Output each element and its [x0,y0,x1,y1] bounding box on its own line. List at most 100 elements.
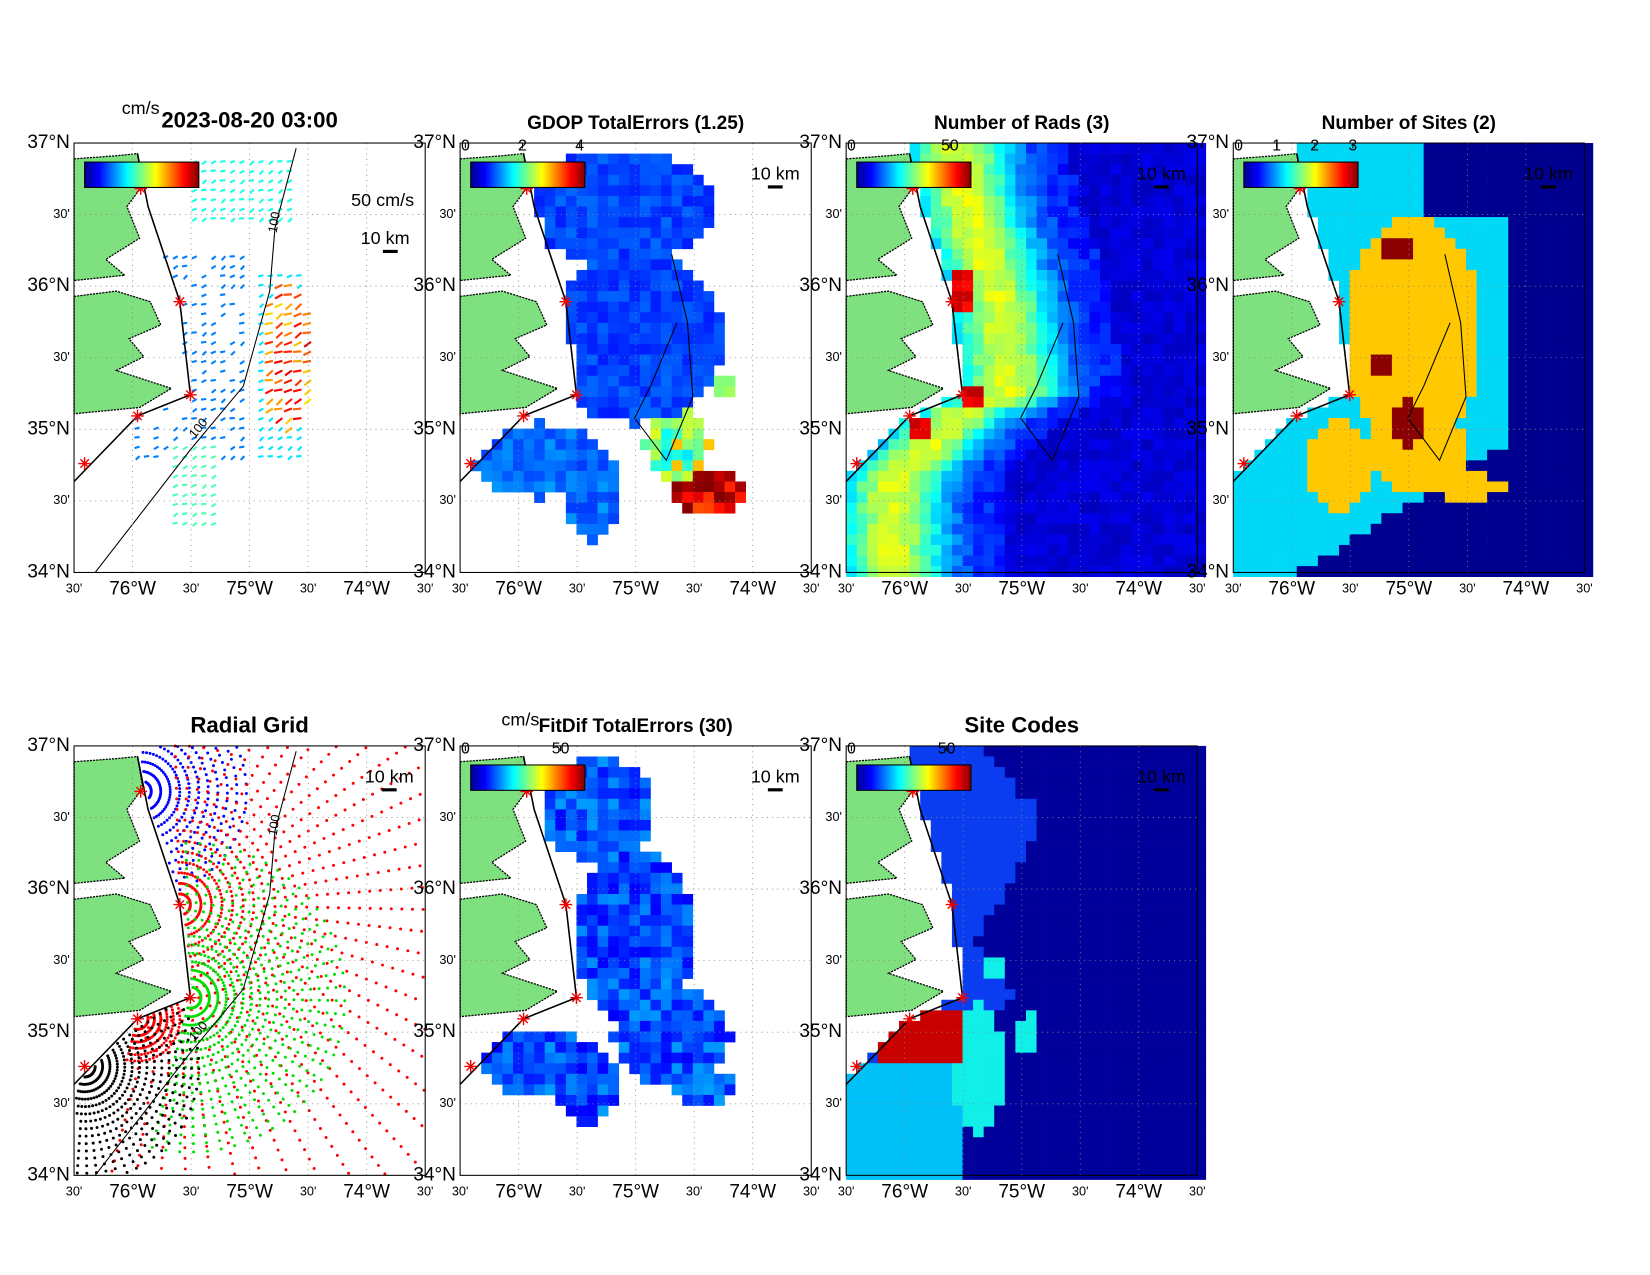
field-cell [1402,566,1414,577]
field-cell [1339,481,1350,493]
field-cell [1254,502,1266,514]
radial-grid-point [357,922,361,926]
field-cell [1068,544,1080,556]
radial-grid-point [209,895,213,899]
field-cell [1174,523,1185,535]
radial-grid-point [202,882,206,886]
field-cell [1307,195,1319,207]
field-cell [1465,238,1477,250]
radial-grid-point [204,1046,208,1050]
current-vector [200,474,207,478]
radial-grid-point [230,894,234,898]
field-cell [1025,238,1037,250]
radial-grid-point [217,1040,220,1044]
field-cell [1174,407,1185,419]
field-cell [1381,470,1393,482]
field-cell [1328,555,1340,567]
field-cell [994,269,1006,281]
field-cell [846,544,858,556]
field-cell [1036,238,1048,250]
field-cell [1518,185,1530,197]
field-cell [973,386,984,398]
field-cell [608,174,620,186]
field-cell [1163,555,1175,567]
field-cell [544,428,556,440]
field-cell [994,354,1006,366]
field-cell [1068,259,1080,271]
radial-grid-point [212,835,216,839]
current-vector [172,255,179,260]
field-cell [1036,164,1048,176]
radial-grid-point [229,970,233,974]
radial-grid-point [202,1116,206,1119]
current-vector [277,159,283,163]
radial-grid-point [204,893,208,897]
field-cell [692,386,704,398]
field-cell [1423,217,1435,228]
field-cell [1381,174,1393,186]
radial-grid-point [183,1156,187,1160]
field-cell [930,227,942,239]
field-cell [1561,439,1573,451]
field-cell [1540,174,1551,186]
field-cell [565,291,577,302]
field-cell [1540,470,1551,482]
radial-grid-point [261,934,265,938]
field-cell [1571,333,1583,345]
field-cell [1561,534,1573,546]
field-cell [661,449,672,461]
radial-grid-point [214,970,218,974]
field-cell [1195,206,1207,218]
radial-grid-point [169,1115,173,1119]
field-cell [856,523,868,535]
current-vector [210,407,217,412]
radial-grid-point [250,997,254,1001]
radial-grid-point [206,1081,210,1085]
field-cell [951,185,963,197]
field-cell [587,185,598,197]
field-cell [962,375,974,387]
field-cell [1349,418,1361,429]
field-cell [1413,322,1424,334]
field-cell [1444,470,1456,482]
radial-grid-point [374,981,378,985]
field-cell [1381,195,1393,207]
field-cell [692,470,704,482]
field-cell [920,206,932,218]
field-cell [1360,470,1372,482]
radial-grid-point [161,833,165,837]
current-vector [284,398,293,406]
field-cell [1497,460,1509,472]
radial-grid-point [272,887,276,891]
field-cell [983,248,995,260]
field-cell [1487,544,1499,556]
field-cell [1370,164,1382,176]
field-cell [1004,164,1016,176]
radial-grid-point [249,1079,253,1083]
field-cell [1328,269,1340,281]
field-cell [1317,534,1329,546]
radial-grid-point [299,756,303,760]
field-cell [973,174,984,186]
field-cell [1391,460,1403,472]
field-cell [1004,238,1016,250]
radial-grid-point [293,936,297,940]
field-cell [1339,418,1350,429]
radial-grid-point [204,845,208,849]
field-cell [1339,333,1350,345]
field-cell [1025,481,1037,493]
radial-grid-point [241,904,245,908]
radial-grid-point [251,1146,255,1150]
field-cell [1004,375,1016,387]
field-cell [682,365,694,377]
field-cell [1571,492,1583,503]
field-cell [1476,227,1488,239]
field-cell [1349,206,1361,218]
field-cell [587,312,598,324]
radial-grid-point [198,1082,202,1086]
field-cell [692,343,704,355]
field-cell [1360,185,1372,197]
radial-grid-point [210,947,214,951]
field-cell [1339,206,1350,218]
radial-grid-point [165,1093,169,1096]
